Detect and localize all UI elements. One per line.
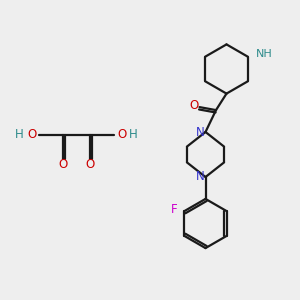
Text: H: H xyxy=(15,128,24,142)
Text: NH: NH xyxy=(256,49,273,59)
Text: O: O xyxy=(58,158,68,172)
Text: N: N xyxy=(196,125,205,139)
Text: O: O xyxy=(27,128,36,142)
Text: N: N xyxy=(196,170,205,184)
Text: F: F xyxy=(171,203,178,216)
Text: O: O xyxy=(85,158,94,172)
Text: O: O xyxy=(117,128,126,142)
Text: H: H xyxy=(129,128,138,142)
Text: O: O xyxy=(190,99,199,112)
